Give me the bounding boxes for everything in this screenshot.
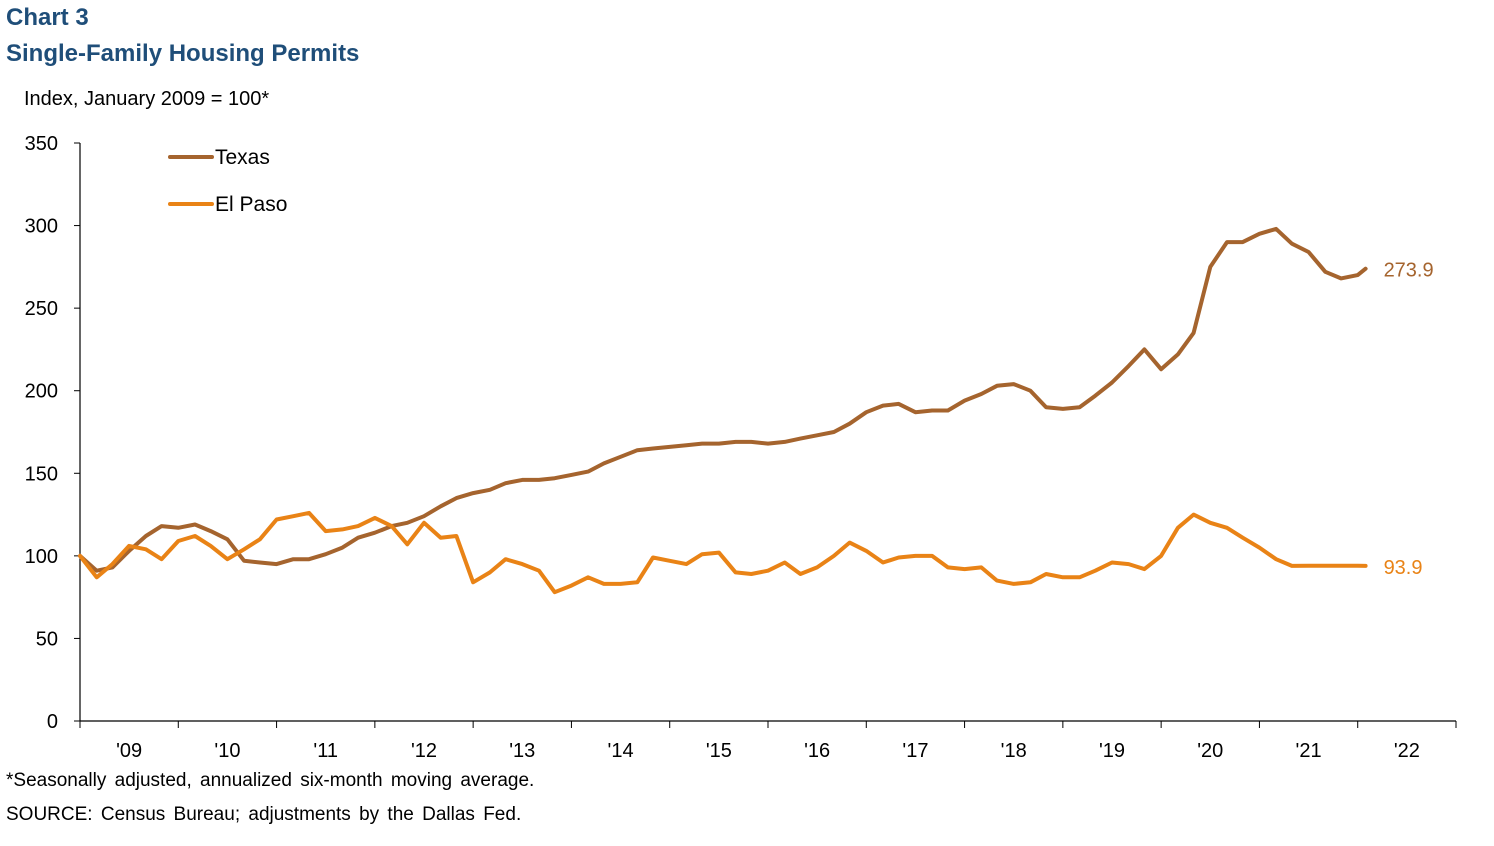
- chart-title: Single-Family Housing Permits: [6, 40, 360, 67]
- y-tick-label: 100: [25, 546, 58, 568]
- x-tick-label: '12: [411, 740, 437, 762]
- x-tick-label: '16: [804, 740, 830, 762]
- x-tick-label: '15: [706, 740, 732, 762]
- chart-series: [78, 226, 1368, 595]
- x-tick-label: '18: [1001, 740, 1027, 762]
- y-tick-label: 350: [25, 133, 58, 155]
- x-tick-label: '17: [902, 740, 928, 762]
- chart-number: Chart 3: [6, 4, 89, 31]
- x-tick-label: '19: [1099, 740, 1125, 762]
- end-label-texas: 273.9: [1384, 260, 1434, 282]
- end-labels: 273.9 93.9: [1384, 260, 1434, 579]
- x-tick-label: '21: [1296, 740, 1322, 762]
- source-note: SOURCE: Census Bureau; adjustments by th…: [6, 804, 522, 825]
- x-tick-label: '13: [509, 740, 535, 762]
- y-axis-unit-label: Index, January 2009 = 100*: [24, 88, 270, 110]
- y-tick-label: 200: [25, 381, 58, 403]
- footnote: *Seasonally adjusted, annualized six-mon…: [6, 770, 535, 791]
- end-label-el-paso: 93.9: [1384, 557, 1423, 579]
- chart-legend: Texas El Paso: [168, 146, 287, 216]
- x-tick-label: '22: [1394, 740, 1420, 762]
- x-tick-label: '11: [313, 740, 338, 762]
- series-line-texas: [78, 226, 1368, 573]
- x-tick-label: '20: [1197, 740, 1223, 762]
- y-tick-label: 150: [25, 463, 58, 485]
- x-tick-label: '14: [608, 740, 634, 762]
- chart-axes: 0 50 100 150 200 250 300 350 '09 '10 '11 '12 '13 '14 '…: [25, 133, 1457, 762]
- legend-label: El Paso: [215, 193, 287, 216]
- series-line-el-paso: [78, 510, 1368, 595]
- y-tick-label: 250: [25, 298, 58, 320]
- x-tick-label: '09: [116, 740, 142, 762]
- y-tick-label: 50: [36, 628, 58, 650]
- x-tick-label: '10: [214, 740, 240, 762]
- y-tick-label: 300: [25, 216, 58, 238]
- y-tick-label: 0: [47, 711, 58, 733]
- legend-label: Texas: [215, 146, 270, 169]
